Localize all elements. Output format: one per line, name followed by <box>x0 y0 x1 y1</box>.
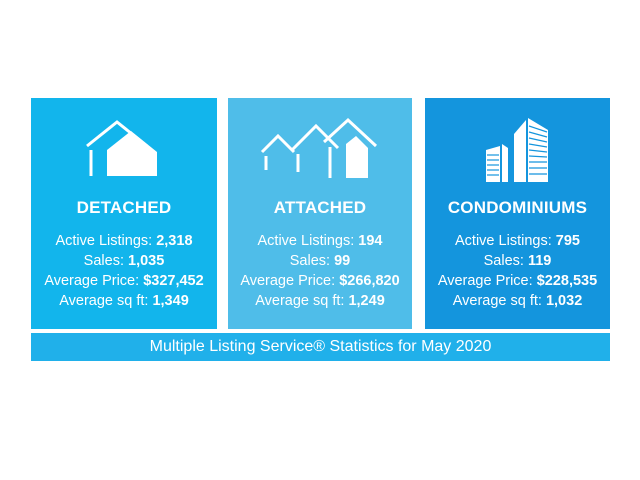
stat-label: Active Listings: <box>455 233 552 249</box>
stat-value: $228,535 <box>536 273 598 289</box>
townhouses-icon <box>228 114 412 184</box>
average-price-stat: Average Price: $327,452 <box>31 271 217 291</box>
stat-label: Average sq ft: <box>59 293 149 309</box>
active-listings-stat: Active Listings: 795 <box>425 231 610 251</box>
attached-card: ATTACHED Active Listings: 194 Sales: 99 … <box>228 98 412 329</box>
house-icon <box>31 114 217 184</box>
stat-label: Active Listings: <box>55 233 153 249</box>
card-title: ATTACHED <box>273 198 367 217</box>
sales-stat: Sales: 1,035 <box>31 251 217 271</box>
stat-value: 194 <box>358 233 383 249</box>
stat-value: 1,032 <box>545 293 583 309</box>
stat-label: Average Price: <box>44 273 140 289</box>
stat-value: $266,820 <box>339 273 400 289</box>
card-title: DETACHED <box>76 198 172 217</box>
stat-value: 1,249 <box>348 293 385 309</box>
sales-stat: Sales: 99 <box>228 251 412 271</box>
stat-value: 1,035 <box>128 253 165 269</box>
stat-value: 99 <box>334 253 351 269</box>
stat-value: 795 <box>555 233 580 249</box>
stat-label: Sales: <box>483 253 524 269</box>
footer-banner: Multiple Listing Service® Statistics for… <box>31 333 610 361</box>
stat-label: Average Price: <box>240 273 336 289</box>
stat-label: Sales: <box>289 253 331 269</box>
average-sqft-stat: Average sq ft: 1,032 <box>425 291 610 311</box>
stat-label: Average sq ft: <box>452 293 542 309</box>
stat-value: 2,318 <box>156 233 193 249</box>
stats-list: Active Listings: 194 Sales: 99 Average P… <box>228 231 412 311</box>
card-title: CONDOMINIUMS <box>447 198 588 217</box>
average-price-stat: Average Price: $266,820 <box>228 271 412 291</box>
stat-label: Average sq ft: <box>255 293 345 309</box>
average-price-stat: Average Price: $228,535 <box>425 271 610 291</box>
active-listings-stat: Active Listings: 2,318 <box>31 231 217 251</box>
average-sqft-stat: Average sq ft: 1,349 <box>31 291 217 311</box>
stat-label: Average Price: <box>437 273 533 289</box>
stat-value: 1,349 <box>152 293 189 309</box>
stat-value: 119 <box>527 253 552 269</box>
stat-value: $327,452 <box>143 273 204 289</box>
sales-stat: Sales: 119 <box>425 251 610 271</box>
stats-list: Active Listings: 795 Sales: 119 Average … <box>425 231 610 311</box>
active-listings-stat: Active Listings: 194 <box>228 231 412 251</box>
condo-towers-icon <box>425 114 610 184</box>
average-sqft-stat: Average sq ft: 1,249 <box>228 291 412 311</box>
condominiums-card: CONDOMINIUMS Active Listings: 795 Sales:… <box>425 98 610 329</box>
stat-label: Active Listings: <box>257 233 355 249</box>
detached-card: DETACHED Active Listings: 2,318 Sales: 1… <box>31 98 217 329</box>
stat-label: Sales: <box>83 253 124 269</box>
stats-list: Active Listings: 2,318 Sales: 1,035 Aver… <box>31 231 217 311</box>
